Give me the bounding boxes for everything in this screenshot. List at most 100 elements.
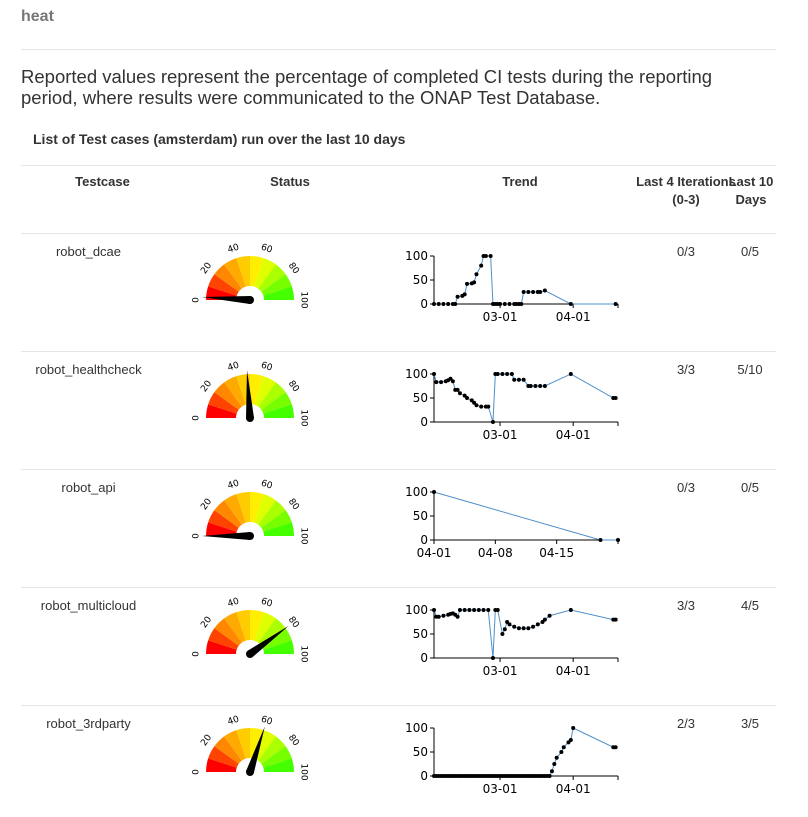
trend-point — [549, 769, 554, 774]
trend-point — [568, 608, 573, 612]
gauge-segment — [261, 510, 292, 532]
trend-point — [559, 750, 564, 754]
trend-x-tick-label: 04-01 — [556, 428, 591, 442]
trend-x-tick-label: 04-01 — [556, 310, 591, 324]
gauge-tick-label: 40 — [226, 361, 240, 374]
table-row-divider — [21, 705, 776, 706]
trend-point — [432, 608, 436, 612]
list-title: List of Test cases (amsterdam) run over … — [33, 131, 406, 147]
trend-y-tick-label: 0 — [420, 297, 428, 311]
trend-point — [472, 280, 477, 285]
gauge-segment — [261, 746, 292, 768]
trend-y-tick-label: 100 — [405, 721, 428, 735]
gauge-tick-label: 0 — [192, 297, 202, 303]
trend-point — [531, 290, 536, 294]
gauge-segment — [214, 382, 242, 410]
trend-x-tick-label: 03-01 — [483, 664, 518, 678]
trend-point — [455, 387, 460, 392]
trend-point — [533, 384, 538, 388]
gauge-segment — [208, 392, 239, 414]
trend-y-tick-label: 50 — [413, 745, 428, 759]
gauge-needle — [246, 370, 254, 419]
gauge-segment — [254, 494, 276, 525]
trend-point — [547, 774, 552, 778]
trend-y-tick-label: 0 — [420, 415, 428, 429]
last4-result: 0/3 — [676, 480, 696, 495]
testcase-name: robot_3rdparty — [46, 716, 131, 731]
trend-point — [538, 384, 543, 388]
gauge-segment — [254, 258, 276, 289]
gauge-segment — [250, 610, 264, 641]
trend-point — [561, 745, 566, 750]
gauge-tick-label: 60 — [260, 479, 274, 492]
status-gauge: 0 20 40 60 80 100 — [192, 243, 309, 309]
trend-point — [516, 377, 521, 382]
trend-x-tick-label: 04-01 — [556, 664, 591, 678]
trend-y-tick-label: 100 — [405, 485, 428, 499]
trend-point — [481, 608, 486, 612]
testcase-name: robot_multicloud — [40, 598, 137, 613]
trend-y-tick-label: 50 — [413, 509, 428, 523]
trend-y-tick-label: 0 — [420, 533, 428, 547]
table-row-divider — [21, 469, 776, 470]
gauge-segment — [236, 492, 250, 523]
gauge-tick-label: 80 — [286, 261, 301, 276]
trend-point — [474, 272, 479, 277]
trend-chart: 0 50 100 03-01 04-01 — [405, 721, 619, 796]
trend-point — [554, 755, 559, 760]
trend-point — [486, 608, 491, 612]
gauge-tick-label: 20 — [199, 497, 214, 512]
trend-point — [512, 624, 517, 629]
gauge-tick-label: 100 — [299, 763, 309, 780]
trend-point — [453, 302, 458, 306]
gauge-tick-label: 20 — [199, 261, 214, 276]
gauge-segment — [258, 500, 286, 528]
gauge-segment — [263, 640, 294, 654]
gauge-tick-label: 20 — [199, 733, 214, 748]
gauge-segment — [263, 286, 294, 300]
gauge-needle-hub — [246, 414, 254, 422]
trend-point — [531, 624, 536, 629]
gauge-segment — [236, 610, 250, 641]
gauge-segment — [250, 374, 264, 405]
trend-line — [433, 491, 618, 541]
last4-result: 0/3 — [676, 244, 696, 259]
gauge-segment — [236, 728, 250, 759]
last10-result: 5/10 — [737, 362, 763, 377]
gauge-tick-label: 0 — [192, 769, 202, 775]
gauge-segment — [254, 376, 276, 407]
gauge-tick-label: 0 — [192, 651, 202, 657]
trend-point — [490, 656, 495, 660]
gauge-segment — [263, 522, 294, 536]
trend-point — [465, 396, 470, 400]
gauge-tick-label: 40 — [226, 597, 240, 610]
gauge-segment — [224, 612, 246, 643]
last10-result: 0/5 — [740, 480, 760, 495]
trend-x-tick-label: 04-01 — [417, 546, 452, 560]
gauge-tick-label: 0 — [192, 533, 202, 539]
gauge-needle-hub — [246, 768, 254, 776]
testcase-name: robot_healthcheck — [35, 362, 142, 377]
trend-point — [616, 538, 620, 542]
trend-point — [467, 608, 472, 612]
gauge-tick-label: 40 — [226, 715, 240, 728]
gauge-segment — [214, 736, 242, 764]
gauge-tick-label: 80 — [286, 497, 301, 512]
last4-result: 2/3 — [676, 716, 696, 731]
trend-point — [542, 384, 547, 388]
page-description: Reported values represent the percentage… — [21, 66, 713, 108]
trend-point — [509, 372, 514, 376]
trend-point — [436, 302, 441, 306]
trend-point — [512, 377, 517, 382]
trend-chart: 0 50 100 04-01 04-08 04-15 — [405, 485, 620, 560]
gauge-segment — [224, 376, 246, 407]
trend-y-tick-label: 100 — [405, 603, 428, 617]
gauge-segment — [250, 728, 264, 759]
trend-point — [571, 726, 576, 730]
trend-point — [488, 254, 493, 258]
gauge-tick-label: 100 — [299, 291, 309, 308]
status-gauge: 0 20 40 60 80 100 — [192, 715, 309, 781]
gauge-segment — [261, 628, 292, 650]
trend-point — [502, 302, 507, 306]
trend-point — [441, 302, 446, 306]
